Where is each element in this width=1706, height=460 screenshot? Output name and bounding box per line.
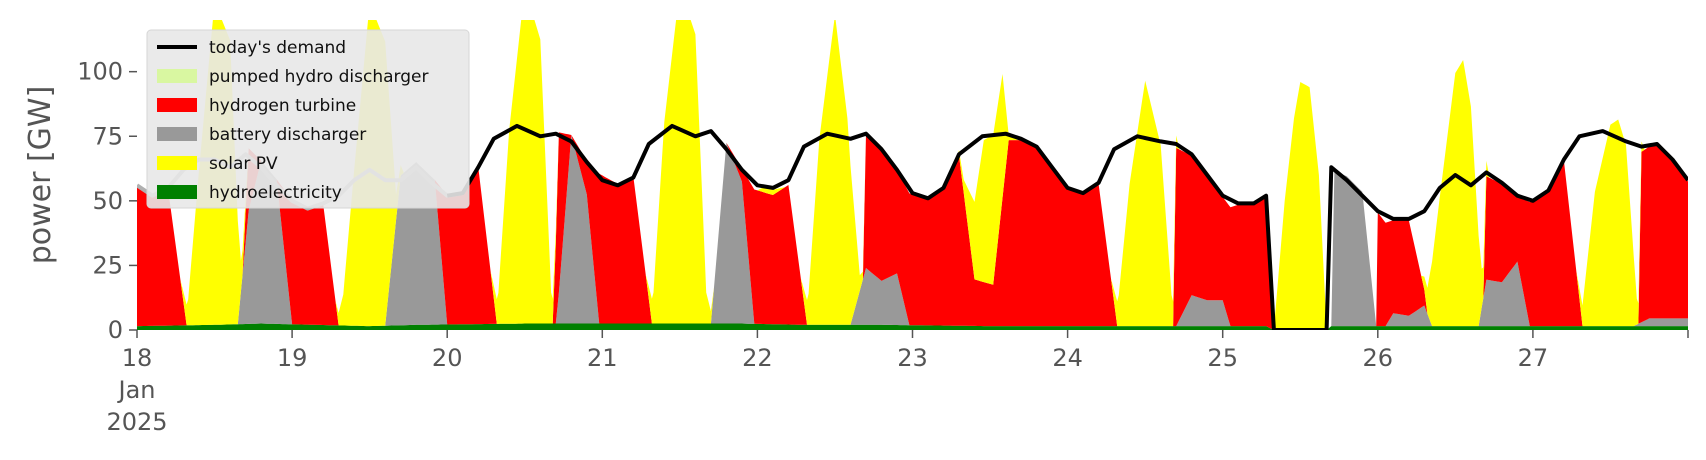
x-tick-label: 27	[1518, 344, 1549, 372]
legend-swatch-solar-pv	[157, 156, 197, 170]
x-tick-label: 21	[587, 344, 618, 372]
x-tick-label: 2025	[106, 408, 167, 436]
x-tick-label: 25	[1207, 344, 1238, 372]
x-tick-label: 22	[742, 344, 773, 372]
legend-swatch-battery-discharger	[157, 127, 197, 141]
y-tick-label: 0	[108, 316, 123, 344]
legend-swatch-pumped-hydro-discharger	[157, 69, 197, 83]
y-tick-label: 75	[92, 122, 123, 150]
y-axis-label: power [GW]	[23, 86, 58, 265]
legend-label-hydroelectricity: hydroelectricity	[209, 183, 342, 203]
legend-label-solar-pv: solar PV	[209, 154, 278, 174]
legend-label-battery-discharger: battery discharger	[209, 125, 366, 145]
legend-swatch-hydroelectricity	[157, 185, 197, 199]
y-tick-label: 50	[92, 187, 123, 215]
x-tick-label: 20	[432, 344, 463, 372]
y-tick-label: 100	[77, 58, 123, 86]
area-solar-pv	[137, 20, 1688, 330]
series-areas	[137, 20, 1688, 330]
area-hydroelectricity	[137, 323, 1688, 330]
x-tick-label: 18	[122, 344, 153, 372]
legend-swatch-hydrogen-turbine	[157, 98, 197, 112]
area-hydrogen-turbine	[137, 132, 1688, 330]
legend-box	[146, 29, 470, 209]
legend-label-pumped-hydro-discharger: pumped hydro discharger	[209, 67, 428, 87]
x-tick-label: 23	[897, 344, 928, 372]
y-tick-label: 25	[92, 251, 123, 279]
legend-label-today-s-demand: today's demand	[209, 38, 346, 58]
legend-label-hydrogen-turbine: hydrogen turbine	[209, 96, 356, 116]
axes: 0 25 50 75 100 18 Jan 2025 19 20 21 22 23 24 25 26 27	[77, 58, 1689, 436]
x-tick-label: 19	[277, 344, 308, 372]
x-tick-label: 24	[1052, 344, 1083, 372]
legend: today's demand pumped hydro discharger hyd…	[146, 29, 470, 209]
demand-line	[446, 123, 1688, 330]
x-tick-label: Jan	[117, 376, 156, 404]
x-tick-label: 26	[1363, 344, 1394, 372]
